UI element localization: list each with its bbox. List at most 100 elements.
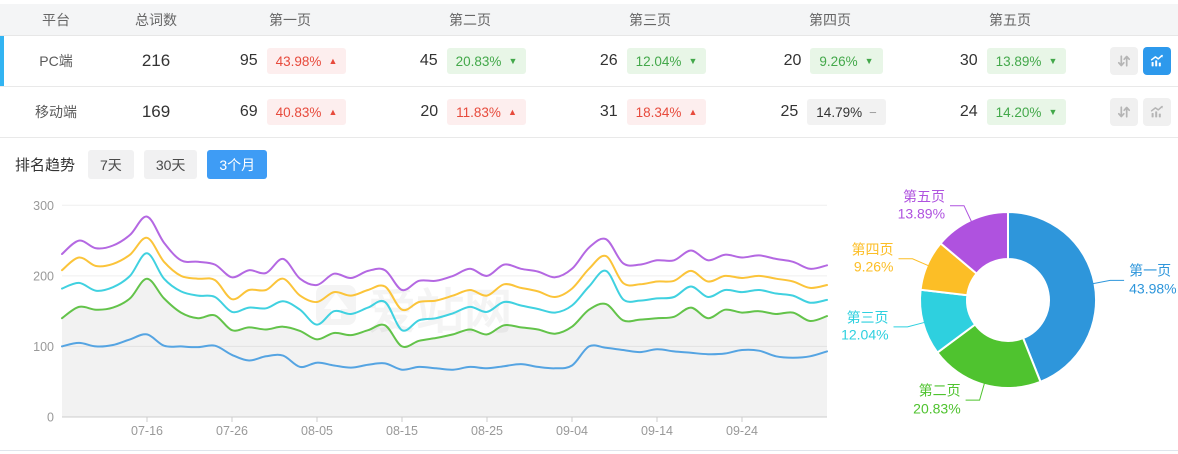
change-badge: 13.89% ▼ xyxy=(986,48,1067,74)
page4-cell: 20 9.26% ▼ xyxy=(740,48,920,74)
sort-arrows-icon xyxy=(1117,106,1131,118)
change-badge: 14.20% ▼ xyxy=(986,99,1067,125)
total-words: 169 xyxy=(141,102,171,121)
trend-arrow-icon: ▼ xyxy=(1048,106,1058,117)
page5-cell: 30 13.89% ▼ xyxy=(920,48,1100,74)
trend-arrow-icon: ▼ xyxy=(688,55,698,66)
table-row-pc[interactable]: PC端 216 95 43.98% ▲ 45 20.83% ▼ 26 12.04% ▼… xyxy=(0,36,1178,87)
page-count: 69 xyxy=(239,103,258,120)
change-badge: 14.79% − xyxy=(807,99,886,125)
x-tick-label: 09-24 xyxy=(726,424,758,438)
y-tick-label: 100 xyxy=(33,340,54,354)
total-words: 216 xyxy=(141,51,171,70)
trend-arrow-icon: ▼ xyxy=(1048,55,1058,66)
y-tick-label: 200 xyxy=(33,269,54,283)
label-leader-line xyxy=(898,258,930,267)
tab-3m[interactable]: 3个月 xyxy=(207,150,268,179)
page1-cell: 69 40.83% ▲ xyxy=(200,99,380,125)
change-badge: 43.98% ▲ xyxy=(266,48,347,74)
change-badge: 11.83% ▲ xyxy=(447,99,526,125)
trend-chart-icon xyxy=(1150,54,1163,67)
sort-compare-button[interactable] xyxy=(1110,47,1138,75)
page-count: 20 xyxy=(783,52,802,69)
page-share-donut-chart: 第一页 43.98% 第二页 20.83% 第三页 12.04% 第四页 9.26% 第五页 13… xyxy=(841,180,1178,450)
page2-cell: 20 11.83% ▲ xyxy=(380,99,560,125)
series-line-1 xyxy=(61,333,828,371)
page-count: 26 xyxy=(599,52,618,69)
page2-cell: 45 20.83% ▼ xyxy=(380,48,560,74)
page3-cell: 26 12.04% ▼ xyxy=(560,48,740,74)
sort-arrows-icon xyxy=(1117,55,1131,67)
series-line-4 xyxy=(61,236,828,312)
page-count: 30 xyxy=(959,52,978,69)
y-tick-label: 300 xyxy=(33,199,54,213)
page4-cell: 25 14.79% − xyxy=(740,99,920,125)
change-badge: 9.26% ▼ xyxy=(810,48,883,74)
donut-label-第一页: 第一页 43.98% xyxy=(1129,262,1177,297)
series-line-2 xyxy=(61,277,828,348)
trend-arrow-icon: ▲ xyxy=(507,106,517,117)
page-count: 24 xyxy=(959,103,978,120)
row-actions xyxy=(1100,98,1178,126)
page-count: 25 xyxy=(780,103,799,120)
page-count: 31 xyxy=(599,103,618,120)
col-platform: 平台 xyxy=(42,11,70,28)
col-total: 总词数 xyxy=(135,11,177,28)
x-tick-label: 09-14 xyxy=(641,424,673,438)
sort-compare-button[interactable] xyxy=(1110,98,1138,126)
page-count: 95 xyxy=(239,52,258,69)
page3-cell: 31 18.34% ▲ xyxy=(560,99,740,125)
trend-arrow-icon: ▲ xyxy=(328,55,338,66)
donut-label-第二页: 第二页 20.83% xyxy=(913,382,961,417)
x-tick-label: 08-05 xyxy=(301,424,333,438)
trend-arrow-icon: ▼ xyxy=(508,55,518,66)
change-badge: 18.34% ▲ xyxy=(626,99,707,125)
change-badge: 20.83% ▼ xyxy=(446,48,527,74)
trend-arrow-icon: ▲ xyxy=(688,106,698,117)
chart-toggle-button[interactable] xyxy=(1143,47,1171,75)
chart-toggle-button[interactable] xyxy=(1143,98,1171,126)
trend-title: 排名趋势 xyxy=(15,157,76,174)
change-badge: 40.83% ▲ xyxy=(266,99,347,125)
x-tick-label: 08-15 xyxy=(386,424,418,438)
page-count: 45 xyxy=(419,52,438,69)
donut-label-第三页: 第三页 12.04% xyxy=(841,309,889,343)
donut-svg xyxy=(893,205,1125,401)
label-leader-line xyxy=(950,205,973,223)
donut-slice-第五页[interactable] xyxy=(939,210,1009,276)
row-actions xyxy=(1100,47,1178,75)
col-page4: 第四页 xyxy=(809,11,851,28)
col-page1: 第一页 xyxy=(269,11,311,28)
platform-label: PC端 xyxy=(39,53,73,69)
label-leader-line xyxy=(893,321,926,328)
panel-bottom-border xyxy=(0,450,1178,451)
tab-30d[interactable]: 30天 xyxy=(143,150,198,179)
x-tick-label: 07-16 xyxy=(131,424,163,438)
trend-arrow-icon: − xyxy=(869,104,877,120)
page1-cell: 95 43.98% ▲ xyxy=(200,48,380,74)
change-badge: 12.04% ▼ xyxy=(626,48,707,74)
page-count: 20 xyxy=(420,103,439,120)
trend-arrow-icon: ▼ xyxy=(864,55,874,66)
x-tick-label: 08-25 xyxy=(471,424,503,438)
col-page3: 第三页 xyxy=(629,11,671,28)
trend-toolbar: 排名趋势 7天 30天 3个月 xyxy=(15,150,268,179)
label-leader-line xyxy=(965,382,986,401)
col-page2: 第二页 xyxy=(449,11,491,28)
series-line-5 xyxy=(61,215,828,292)
area-fill xyxy=(62,278,827,417)
donut-slice-第一页[interactable] xyxy=(1007,210,1098,384)
series-line-3 xyxy=(61,252,828,332)
tab-7d[interactable]: 7天 xyxy=(88,150,134,179)
page5-cell: 24 14.20% ▼ xyxy=(920,99,1100,125)
x-tick-label: 09-04 xyxy=(556,424,588,438)
donut-label-第四页: 第四页 9.26% xyxy=(851,241,894,275)
col-page5: 第五页 xyxy=(989,11,1031,28)
trend-chart-icon xyxy=(1150,105,1163,118)
y-tick-label: 0 xyxy=(47,411,54,425)
label-leader-line xyxy=(1092,279,1125,285)
table-row-mobile[interactable]: 移动端 169 69 40.83% ▲ 20 11.83% ▲ 31 18.34% ▲… xyxy=(0,87,1178,138)
x-tick-label: 07-26 xyxy=(216,424,248,438)
